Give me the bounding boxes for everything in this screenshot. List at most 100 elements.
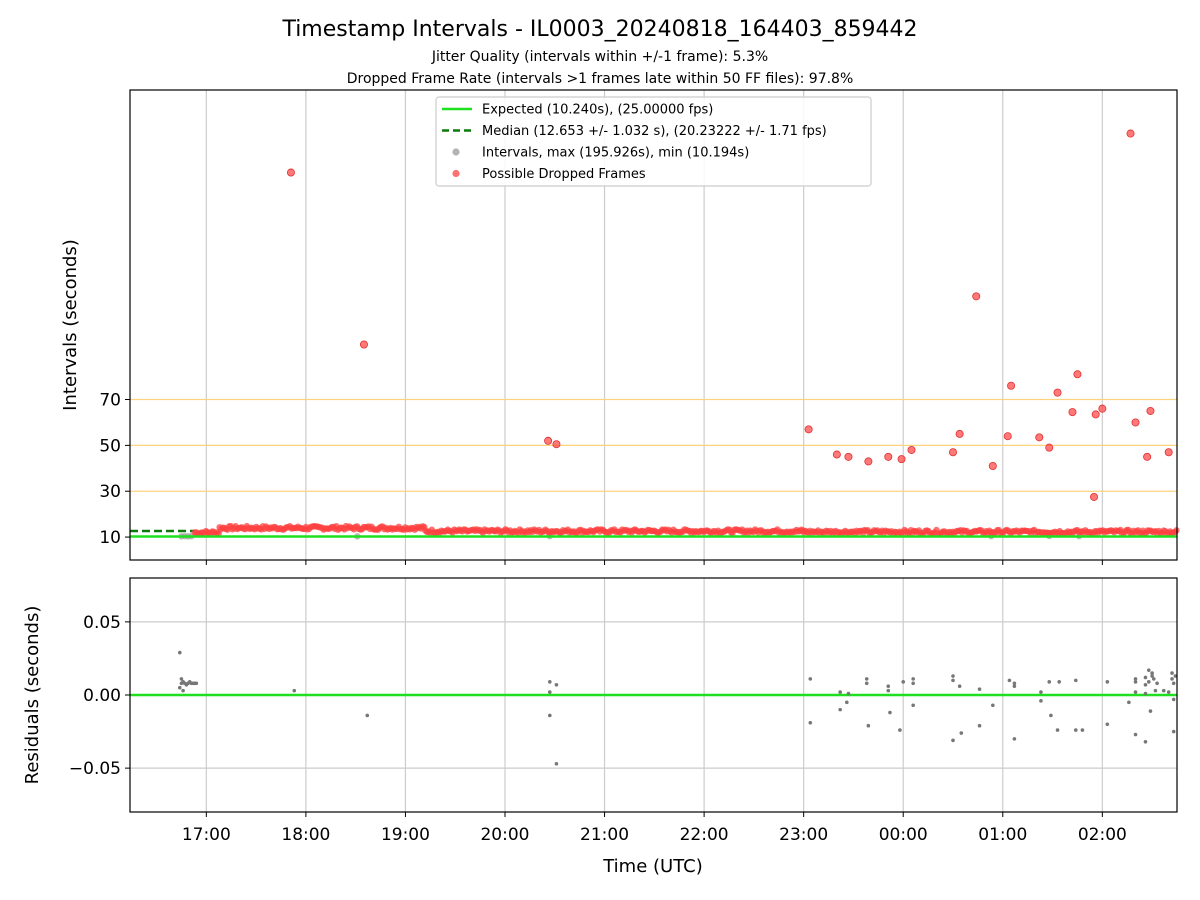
x-tick-label: 17:00 <box>182 825 231 845</box>
dropped-frame-point <box>544 436 553 445</box>
residual-point <box>547 690 552 694</box>
legend: Expected (10.240s), (25.00000 fps) Median… <box>435 96 872 187</box>
residual-point <box>1155 681 1159 686</box>
residual-point <box>886 684 891 689</box>
residual-point <box>1039 699 1043 703</box>
dropped-frame-point <box>1091 410 1100 419</box>
dropped-frame-point <box>1007 381 1016 390</box>
residual-point <box>1133 680 1138 684</box>
residual-point <box>1133 677 1138 681</box>
residual-point <box>1166 690 1171 694</box>
residual-point <box>1170 671 1174 675</box>
residual-point <box>911 677 915 681</box>
dropped-frame-point <box>948 448 957 457</box>
dropped-frame-point <box>864 457 873 466</box>
residual-point <box>1171 729 1176 734</box>
legend-marker <box>452 169 460 178</box>
dropped-frame-point <box>359 340 368 349</box>
residual-point <box>547 680 552 684</box>
dropped-frame-point <box>552 440 561 449</box>
residual-point <box>1143 682 1148 687</box>
residual-point <box>957 684 962 689</box>
residual-point <box>1047 680 1052 684</box>
residual-point <box>1161 688 1166 693</box>
dropped-frame-point <box>1003 432 1012 441</box>
y-tick-label: 0.00 <box>83 686 121 706</box>
legend-entry: Possible Dropped Frames <box>452 167 646 182</box>
dropped-frame-point <box>832 450 841 459</box>
residual-point <box>1105 680 1110 684</box>
y-tick-label: −0.05 <box>69 759 121 779</box>
residual-point <box>181 688 185 693</box>
residual-point <box>1143 740 1148 744</box>
residual-point <box>1133 732 1138 737</box>
chart-title: Timestamp Intervals - IL0003_20240818_16… <box>281 17 917 42</box>
x-tick-label: 18:00 <box>281 825 330 845</box>
residual-point <box>1171 681 1176 686</box>
legend-box <box>435 96 872 187</box>
dropped-frame-point <box>1098 404 1107 413</box>
y-tick-label: 10 <box>99 528 121 548</box>
residuals-panel: 0.05 0.00 −0.05 17:00 18:00 19:00 20:00 21:00 22… <box>69 577 1178 845</box>
y-axis-label-intervals: Intervals (seconds) <box>60 239 81 411</box>
dropped-frame-point <box>955 429 964 438</box>
residual-point <box>554 682 559 687</box>
residual-point <box>1055 728 1060 732</box>
residual-point <box>1007 678 1012 683</box>
residual-point <box>1057 680 1061 684</box>
residual-point <box>838 707 842 712</box>
residual-point <box>1170 677 1174 681</box>
x-tick-label: 23:00 <box>779 825 828 845</box>
x-tick-label: 00:00 <box>879 825 928 845</box>
dropped-frame-point <box>1131 418 1140 427</box>
dropped-frame-point <box>1068 408 1077 417</box>
y-tick-label: 70 <box>99 391 121 411</box>
residual-point <box>177 685 182 690</box>
y-tick-label: 0.05 <box>83 613 121 633</box>
residual-point <box>951 678 955 683</box>
x-tick-label: 01:00 <box>978 825 1027 845</box>
residual-point <box>951 738 955 743</box>
residual-point <box>1173 674 1178 678</box>
residual-point <box>977 687 982 691</box>
dropped-frame-point <box>1045 443 1054 452</box>
residual-point <box>365 713 370 718</box>
dropped-frame-point <box>897 455 906 464</box>
residual-point <box>888 710 892 715</box>
dropped-frame-point <box>907 445 916 454</box>
residual-point <box>864 681 869 686</box>
legend-marker <box>452 148 460 156</box>
x-tick-label: 20:00 <box>480 825 529 845</box>
dropped-frame-point <box>286 168 295 177</box>
dropped-frame-point <box>1035 433 1044 442</box>
legend-label: Possible Dropped Frames <box>482 167 646 182</box>
residual-point <box>1049 713 1053 718</box>
residual-point <box>1012 681 1017 686</box>
residual-point <box>1127 700 1131 705</box>
dropped-frame-point <box>1164 448 1173 457</box>
residual-point <box>194 681 199 686</box>
residual-point <box>951 674 955 678</box>
residual-point <box>1151 677 1156 681</box>
residual-point <box>1143 675 1148 680</box>
dropped-frame-point <box>884 452 893 461</box>
dropped-frame-point <box>1143 452 1152 461</box>
x-tick-label: 02:00 <box>1078 825 1127 845</box>
residual-point <box>991 703 995 708</box>
dropped-frame-point <box>988 461 997 470</box>
residual-point <box>911 681 915 686</box>
legend-entry: Intervals, max (195.926s), min (10.194s) <box>452 146 749 161</box>
residual-point <box>1039 690 1043 694</box>
y-axis-label-residuals: Residuals (seconds) <box>22 606 43 785</box>
legend-entry: Expected (10.240s), (25.00000 fps) <box>442 103 713 118</box>
residual-point <box>1105 722 1110 727</box>
dropped-frame-point <box>1126 129 1135 138</box>
residual-point <box>911 703 915 708</box>
residual-point <box>1146 668 1151 672</box>
residual-point <box>1143 691 1148 696</box>
residual-point <box>1012 737 1017 741</box>
residual-point <box>179 677 184 681</box>
residual-point <box>1171 697 1176 702</box>
dropped-frame-point <box>1053 388 1062 397</box>
